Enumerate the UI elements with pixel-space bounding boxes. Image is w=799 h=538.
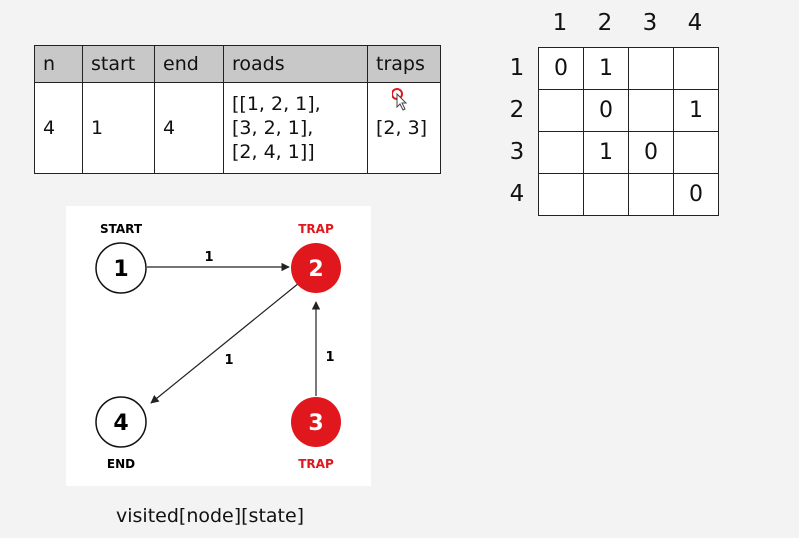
matrix-col-label: 2	[597, 10, 613, 36]
roads-line-3: [2, 4, 1]]	[232, 141, 315, 163]
cell-start: 1	[82, 82, 155, 174]
cell-n: 4	[34, 82, 83, 174]
graph-panel: 1 1 1 START 1 TRAP 2 4 END 3 TRAP	[66, 206, 371, 486]
roads-line-2: [3, 2, 1],	[232, 117, 314, 139]
node-4	[95, 396, 147, 448]
table-header-row: n start end roads traps	[34, 45, 441, 83]
matrix-cell	[583, 173, 629, 216]
table-row: 4 1 4 [[1, 2, 1], [3, 2, 1], [2, 4, 1]] …	[34, 82, 441, 174]
node-2-tag: TRAP	[298, 222, 334, 236]
cell-end: 4	[154, 82, 224, 174]
matrix-col-label: 3	[642, 10, 658, 36]
matrix-cell: 1	[583, 131, 629, 174]
header-n: n	[34, 45, 83, 83]
edge-3-2-weight: 1	[325, 350, 334, 365]
node-1-label: 1	[113, 257, 128, 282]
edge-2-4-weight: 1	[224, 353, 233, 368]
matrix-cell	[628, 47, 674, 90]
node-4-tag: END	[107, 457, 135, 471]
graph-diagram: 1 1 1 START 1 TRAP 2 4 END 3 TRAP	[95, 222, 341, 471]
matrix-row: 0 1	[538, 89, 719, 132]
matrix-col-label: 4	[687, 10, 703, 36]
mouse-pointer-icon	[392, 88, 408, 111]
matrix-row-label: 4	[509, 181, 525, 207]
caption: visited[node][state]	[116, 505, 305, 527]
matrix-cell	[673, 131, 719, 174]
edge-1-2-weight: 1	[204, 250, 213, 265]
matrix-cell: 0	[628, 131, 674, 174]
roads-line-1: [[1, 2, 1],	[232, 93, 321, 115]
matrix-cell	[628, 173, 674, 216]
node-3	[291, 397, 341, 447]
matrix-cell	[538, 173, 584, 216]
params-table: n start end roads traps 4 1 4 [[1, 2, 1]…	[34, 45, 441, 174]
header-roads: roads	[223, 45, 368, 83]
header-end: end	[154, 45, 224, 83]
edge-2-4	[150, 282, 300, 404]
traps-value: [2, 3]	[376, 117, 428, 139]
node-3-tag: TRAP	[298, 457, 334, 471]
matrix-cell: 0	[538, 47, 584, 90]
header-start: start	[82, 45, 155, 83]
matrix-row: 1 0	[538, 131, 719, 174]
matrix-row-label: 2	[509, 97, 525, 123]
node-2-label: 2	[308, 257, 323, 282]
matrix-grid: 0 1 0 1 1 0 0	[538, 47, 719, 216]
matrix-cell: 0	[673, 173, 719, 216]
matrix-cell	[538, 89, 584, 132]
matrix-row-label: 1	[509, 55, 525, 81]
matrix-cell: 1	[673, 89, 719, 132]
matrix-col-label: 1	[552, 10, 568, 36]
node-1	[95, 242, 147, 294]
matrix-row-label: 3	[509, 139, 525, 165]
node-3-label: 3	[308, 411, 323, 436]
header-traps: traps	[367, 45, 441, 83]
matrix-cell	[673, 47, 719, 90]
cell-traps: [2, 3]	[367, 82, 441, 174]
matrix-cell: 1	[583, 47, 629, 90]
matrix-cell: 0	[583, 89, 629, 132]
node-1-tag: START	[100, 222, 143, 236]
matrix-row: 0	[538, 173, 719, 216]
node-4-label: 4	[113, 411, 128, 436]
matrix-cell	[628, 89, 674, 132]
node-2	[291, 243, 341, 293]
cell-roads: [[1, 2, 1], [3, 2, 1], [2, 4, 1]]	[223, 82, 368, 174]
matrix-cell	[538, 131, 584, 174]
matrix-row: 0 1	[538, 47, 719, 90]
